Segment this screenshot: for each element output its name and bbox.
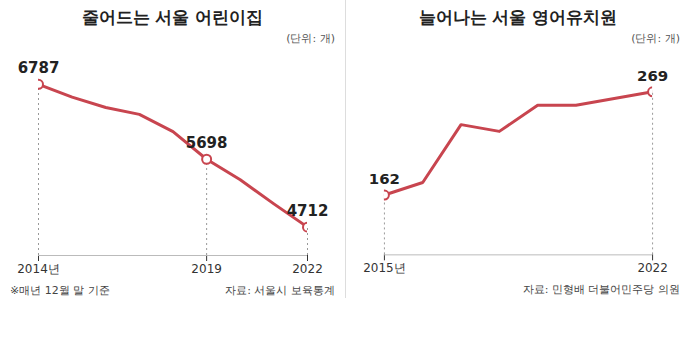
html-text:(단위: 개): (단위: 개) <box>286 32 335 45</box>
svg-text:2015년: 2015년 <box>363 261 405 275</box>
svg-text:162: 162 <box>369 170 400 188</box>
svg-text:2022: 2022 <box>637 261 667 275</box>
html-text:자료: 서울시 보육통계: 자료: 서울시 보육통계 <box>225 284 335 297</box>
svg-text:2022: 2022 <box>292 262 323 276</box>
html-text:※매년 12월 말 기준: ※매년 12월 말 기준 <box>10 284 110 297</box>
html-text:(단위: 개): (단위: 개) <box>631 32 680 45</box>
svg-text:6787: 6787 <box>18 59 60 77</box>
svg-text:5698: 5698 <box>186 134 228 152</box>
svg-text:269: 269 <box>637 67 668 85</box>
svg-text:2019: 2019 <box>191 262 222 276</box>
html-text:자료: 민형배 더불어민주당 의원: 자료: 민형배 더불어민주당 의원 <box>522 283 680 297</box>
html-text:늘어나는 서울 영어유치원: 늘어나는 서울 영어유치원 <box>418 7 618 27</box>
svg-text:4712: 4712 <box>287 202 329 220</box>
html-text:줄어드는 서울 어린이집: 줄어드는 서울 어린이집 <box>81 7 264 27</box>
svg-text:2014년: 2014년 <box>17 262 60 276</box>
